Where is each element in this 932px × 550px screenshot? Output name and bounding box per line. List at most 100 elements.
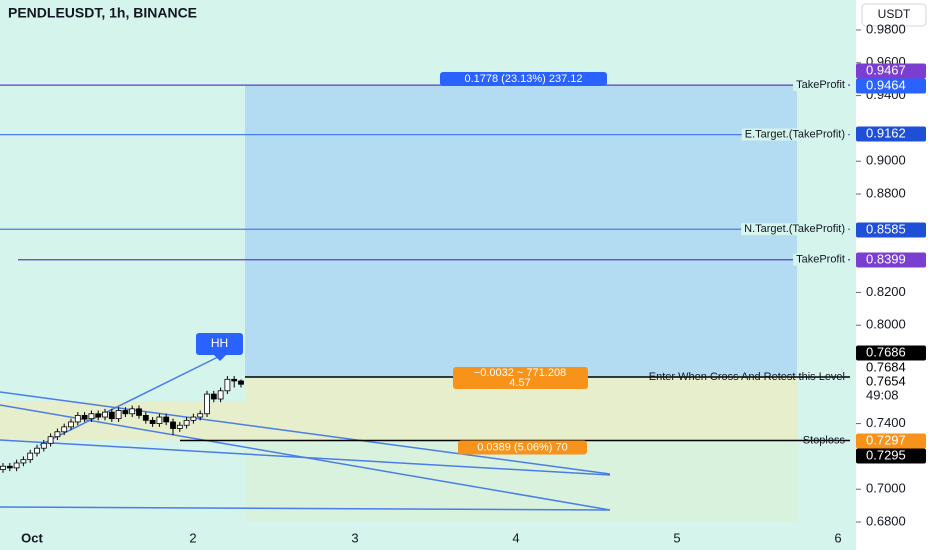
price-tag-label: 0.7297 <box>866 432 906 447</box>
stop-label-bg <box>458 440 587 455</box>
candle-body <box>176 424 183 429</box>
price-tag-label: 0.8399 <box>866 251 906 266</box>
candle-body <box>61 426 68 433</box>
level-label: Enter When Cross And Retest this Level <box>649 371 845 383</box>
currency-label: USDT <box>878 7 911 21</box>
x-tick-label: 5 <box>673 530 680 545</box>
profit-label-bg <box>440 72 607 86</box>
trend-line <box>0 404 611 511</box>
price-tag-label: 0.9464 <box>866 77 906 92</box>
candle-body <box>102 411 108 418</box>
candle-body <box>47 436 54 444</box>
level-label: E.Target.(TakeProfit) <box>745 129 845 141</box>
candle-body <box>183 419 190 426</box>
price-tag-label: 0.9162 <box>866 125 906 140</box>
currency-button[interactable] <box>861 3 927 27</box>
profit-zone <box>245 85 797 378</box>
candle-body <box>13 462 20 469</box>
candle-body <box>142 414 149 421</box>
candle-body <box>6 465 13 469</box>
candle-body <box>217 390 224 400</box>
level-label-bg <box>793 79 848 92</box>
candle-body <box>156 416 163 425</box>
price-tag <box>856 222 926 238</box>
price-tag-label: 0.7684 <box>866 359 906 374</box>
trend-line <box>0 391 611 475</box>
price-tag <box>856 78 926 94</box>
candle-body <box>40 442 47 449</box>
candle-body <box>68 421 74 428</box>
entry-label-bg <box>453 367 588 390</box>
candle-body <box>74 414 81 423</box>
price-tag-label: 0.7295 <box>866 447 906 462</box>
level-label: N.Target.(TakeProfit) <box>744 223 845 235</box>
candle-body <box>88 413 95 420</box>
symbol-title: PENDLEUSDT, 1h, BINANCE <box>8 5 197 21</box>
y-tick-label: 0.9000 <box>866 153 906 168</box>
price-tag-label: 0.8585 <box>866 221 906 236</box>
candle-body <box>197 413 204 418</box>
y-tick-label: 0.7400 <box>866 415 906 430</box>
pattern-label-bg <box>196 333 243 355</box>
candle-body <box>34 447 40 454</box>
candle-body <box>136 408 142 416</box>
stop-label: 0.0389 (5.06%) 70 <box>477 441 568 453</box>
price-tag <box>856 126 926 142</box>
y-tick-label: 0.8200 <box>866 284 906 299</box>
x-tick-label: 4 <box>512 530 519 545</box>
price-tag <box>856 448 926 464</box>
candle-body <box>129 408 136 415</box>
candle-body <box>115 410 122 420</box>
x-tick-label: Oct <box>21 530 43 545</box>
y-tick-label: 0.8800 <box>866 185 906 200</box>
level-label: Stoploss <box>803 434 846 446</box>
y-tick-label: 0.7000 <box>866 481 906 496</box>
price-tag <box>856 374 926 390</box>
trend-line <box>39 354 223 446</box>
level-label-bg <box>793 253 848 266</box>
pattern-label: HH <box>211 336 228 350</box>
candle-body <box>170 421 176 429</box>
candle-body <box>190 416 197 421</box>
candle-body <box>108 411 115 420</box>
candle-body <box>20 459 27 464</box>
candle-body <box>0 465 6 470</box>
y-tick-label: 0.8000 <box>866 317 906 332</box>
entry-label: 4.57 <box>509 377 530 389</box>
price-tag <box>856 252 926 268</box>
candle-body <box>81 414 88 420</box>
x-tick-label: 6 <box>834 530 841 545</box>
level-label-bg <box>741 128 848 141</box>
candle-body <box>122 410 129 415</box>
trend-line <box>0 506 611 511</box>
level-label: TakeProfit <box>796 254 845 266</box>
candle-body <box>95 413 102 418</box>
price-tag <box>856 63 926 79</box>
candle-body <box>204 393 210 415</box>
price-tag-label: 0.7654 <box>866 373 906 388</box>
x-tick-label: 2 <box>189 530 196 545</box>
price-tag <box>856 345 926 361</box>
price-tag <box>856 433 926 449</box>
candle-body <box>238 380 244 385</box>
candle-body <box>163 416 170 423</box>
candle-body <box>231 378 238 382</box>
y-tick-label: 0.6800 <box>866 513 906 528</box>
level-label: TakeProfit <box>796 79 845 91</box>
candle-body <box>224 378 231 392</box>
price-tag-label: 0.9467 <box>866 62 906 77</box>
level-label-bg <box>741 223 848 236</box>
y-tick-label: 0.9800 <box>866 21 906 36</box>
profit-label: 0.1778 (23.13%) 237.12 <box>464 73 582 85</box>
candle-body <box>149 419 156 425</box>
candle-body <box>210 393 217 400</box>
x-tick-label: 3 <box>351 530 358 545</box>
price-tag-label: 0.7686 <box>866 344 906 359</box>
entry-label: −0.0032 ~ 771.208 <box>474 367 566 379</box>
pattern-pointer <box>214 355 226 361</box>
candle-body <box>27 452 34 461</box>
stop-zone <box>0 401 797 441</box>
candle-body <box>54 431 61 438</box>
countdown: 49:08 <box>866 387 899 402</box>
